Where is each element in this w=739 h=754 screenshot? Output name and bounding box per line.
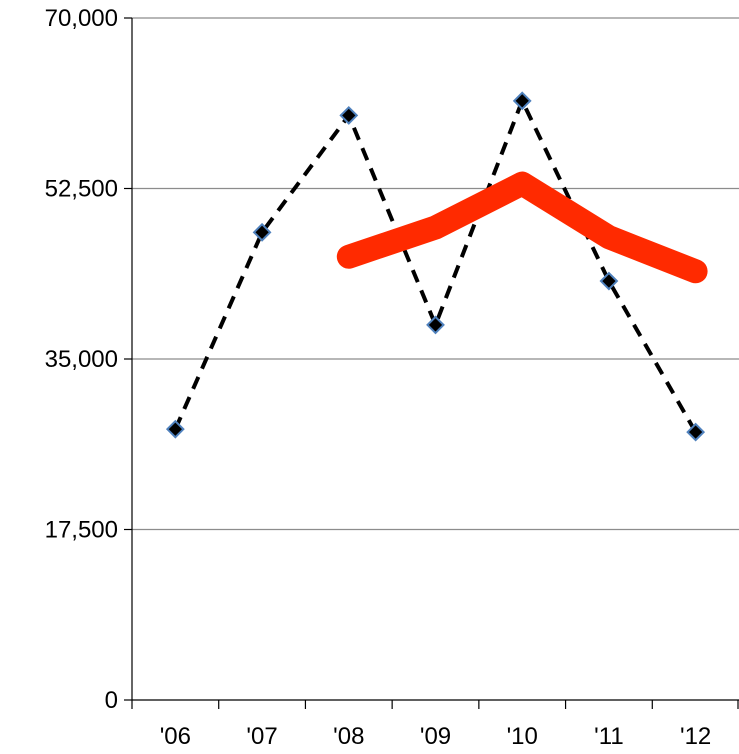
x-tick-label: '11 — [594, 723, 624, 750]
data-point-marker — [599, 271, 619, 291]
y-tick-label: 0 — [105, 687, 118, 714]
data-point-marker — [512, 91, 532, 111]
series — [165, 91, 708, 442]
x-tick-label: '06 — [160, 723, 191, 750]
data-point-marker — [165, 419, 185, 439]
x-tick-label: '07 — [246, 723, 277, 750]
data-point-marker — [426, 315, 445, 335]
x-tick-label: '12 — [680, 723, 711, 750]
y-tick-label: 52,500 — [45, 176, 118, 203]
tick-labels: 0 17,500 35,000 52,500 70,000 '06 '07 '08 '09 '10… — [45, 5, 712, 750]
data-point-marker — [686, 422, 706, 442]
series-line-thick — [336, 171, 708, 284]
y-tick-label: 35,000 — [45, 346, 118, 373]
y-tick-label: 70,000 — [45, 5, 118, 32]
series-line-dashed — [173, 95, 698, 434]
gridlines — [132, 17, 739, 531]
axes — [124, 17, 739, 709]
data-point-marker — [252, 222, 272, 242]
x-tick-label: '08 — [333, 723, 364, 750]
data-point-marker — [339, 106, 359, 125]
x-tick-label: '09 — [420, 723, 451, 750]
x-tick-label: '10 — [507, 723, 538, 750]
y-tick-label: 17,500 — [45, 517, 118, 544]
